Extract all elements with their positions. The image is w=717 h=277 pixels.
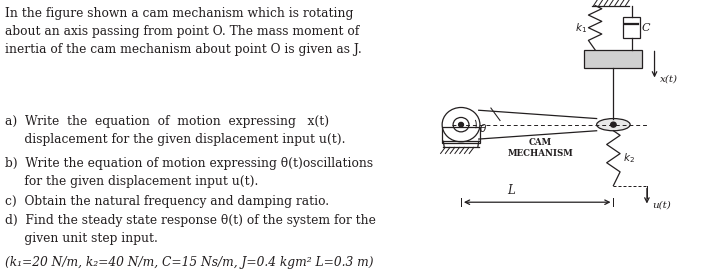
Circle shape xyxy=(453,117,469,132)
Text: C: C xyxy=(642,23,650,33)
Bar xyxy=(623,17,640,38)
Ellipse shape xyxy=(597,119,630,131)
Text: b)  Write the equation of motion expressing θ(t)oscillations
     for the given : b) Write the equation of motion expressi… xyxy=(5,157,373,188)
Text: L: L xyxy=(508,184,516,197)
Text: CAM
MECHANISM: CAM MECHANISM xyxy=(508,138,573,158)
Text: x(t): x(t) xyxy=(660,75,678,84)
Text: d)  Find the steady state response θ(t) of the system for the
     given unit st: d) Find the steady state response θ(t) o… xyxy=(5,214,376,245)
Circle shape xyxy=(459,122,463,127)
Bar xyxy=(442,127,480,143)
Text: $k_1$: $k_1$ xyxy=(576,21,587,35)
Bar xyxy=(584,50,642,68)
Text: In the figure shown a cam mechanism which is rotating
about an axis passing from: In the figure shown a cam mechanism whic… xyxy=(5,7,361,56)
Ellipse shape xyxy=(611,122,616,127)
Text: $\theta$: $\theta$ xyxy=(479,122,487,134)
Text: u(t): u(t) xyxy=(652,201,671,209)
Text: (k₁=20 N/m, k₂=40 N/m, C=15 Ns/m, J=0.4 kgm² L=0.3 m): (k₁=20 N/m, k₂=40 N/m, C=15 Ns/m, J=0.4 … xyxy=(5,256,374,269)
Text: $k_2$: $k_2$ xyxy=(622,151,635,165)
Text: c)  Obtain the natural frequency and damping ratio.: c) Obtain the natural frequency and damp… xyxy=(5,195,329,208)
Text: a)  Write  the  equation  of  motion  expressing   x(t)
     displacement for th: a) Write the equation of motion expressi… xyxy=(5,115,346,146)
